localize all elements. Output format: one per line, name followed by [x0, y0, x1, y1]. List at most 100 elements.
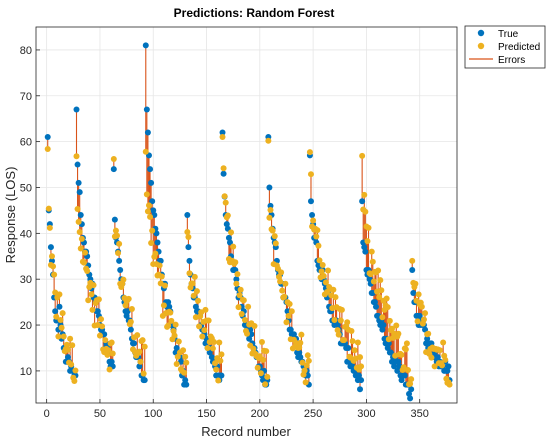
predicted-point	[46, 224, 53, 231]
predicted-point	[264, 373, 271, 380]
predicted-point	[205, 317, 212, 324]
x-tick-label: 300	[357, 408, 375, 420]
plot-frame	[35, 26, 458, 404]
predicted-point	[67, 335, 74, 342]
predicted-point	[228, 229, 235, 236]
predicted-point	[195, 297, 202, 304]
predicted-point	[199, 333, 206, 340]
predicted-point	[258, 339, 265, 346]
true-point	[208, 354, 215, 361]
predicted-point	[313, 233, 320, 240]
predicted-point	[84, 267, 91, 274]
predicted-point	[145, 202, 152, 209]
true-point	[359, 198, 366, 205]
predicted-point	[296, 344, 303, 351]
predicted-point	[282, 280, 289, 287]
true-point	[157, 257, 164, 264]
predicted-point	[116, 240, 123, 247]
predicted-point	[76, 228, 83, 235]
predicted-point	[297, 339, 304, 346]
predicted-point	[74, 206, 81, 213]
true-point	[144, 129, 151, 136]
legend-errors-label: Errors	[498, 55, 525, 66]
x-tick-label: 100	[144, 408, 162, 420]
true-point	[143, 106, 150, 113]
predicted-point	[286, 300, 293, 307]
predicted-point	[425, 330, 432, 337]
true-point	[136, 363, 143, 370]
x-tick-label: 150	[197, 408, 215, 420]
predicted-point	[96, 332, 103, 339]
true-point	[267, 202, 274, 209]
predicted-point	[98, 316, 105, 323]
predicted-point	[335, 331, 342, 338]
predicted-point	[139, 337, 146, 344]
predicted-point	[185, 234, 192, 241]
predicted-point	[172, 321, 179, 328]
true-point	[422, 326, 429, 333]
predicted-point	[349, 338, 356, 345]
predicted-point	[307, 171, 314, 178]
predicted-point	[418, 303, 425, 310]
true-point	[401, 372, 408, 379]
true-point	[434, 354, 441, 361]
predicted-point	[136, 348, 143, 355]
predicted-point	[221, 193, 228, 200]
true-point	[75, 179, 82, 186]
true-point	[416, 312, 423, 319]
predicted-point	[158, 273, 165, 280]
true-point	[223, 221, 230, 228]
true-point	[388, 358, 395, 365]
true-point	[131, 340, 138, 347]
predicted-point	[269, 227, 276, 234]
predicted-point	[134, 332, 141, 339]
predicted-point	[383, 295, 390, 302]
predicted-point	[254, 364, 261, 371]
true-point	[385, 340, 392, 347]
predicted-point	[68, 361, 75, 368]
predicted-point	[64, 346, 71, 353]
predicted-point	[236, 292, 243, 299]
predicted-point	[53, 313, 60, 320]
true-point	[355, 372, 362, 379]
predicted-point	[215, 377, 222, 384]
predicted-point	[357, 354, 364, 361]
true-point	[362, 248, 369, 255]
legend-true-marker	[477, 29, 485, 37]
predicted-point	[306, 149, 313, 156]
true-point	[444, 367, 451, 374]
true-point	[406, 390, 413, 397]
predicted-point	[304, 352, 311, 359]
true-point	[116, 257, 123, 264]
y-tick-label: 50	[20, 182, 32, 194]
predicted-point	[99, 323, 106, 330]
predicted-point	[106, 366, 113, 373]
true-point	[47, 244, 54, 251]
predicted-point	[331, 317, 338, 324]
predicted-point	[265, 137, 272, 144]
true-point	[76, 189, 83, 196]
true-point	[394, 367, 401, 374]
true-point	[387, 349, 394, 356]
predicted-point	[354, 339, 361, 346]
y-tick-label: 40	[20, 228, 32, 240]
predicted-point	[240, 297, 247, 304]
true-point	[357, 386, 364, 393]
predicted-point	[267, 206, 274, 213]
predicted-point	[332, 294, 339, 301]
predicted-point	[377, 277, 384, 284]
predicted-point	[217, 357, 224, 364]
predicted-point	[75, 218, 82, 225]
true-point	[226, 239, 233, 246]
predicted-point	[63, 341, 70, 348]
predicted-point	[301, 367, 308, 374]
true-point	[182, 377, 189, 384]
predicted-point	[341, 337, 348, 344]
predicted-point	[77, 245, 84, 252]
predicted-point	[305, 357, 312, 364]
predicted-point	[110, 156, 117, 163]
predicted-point	[337, 317, 344, 324]
true-point	[384, 344, 391, 351]
legend-predicted-marker	[477, 42, 485, 50]
predicted-point	[114, 232, 121, 239]
